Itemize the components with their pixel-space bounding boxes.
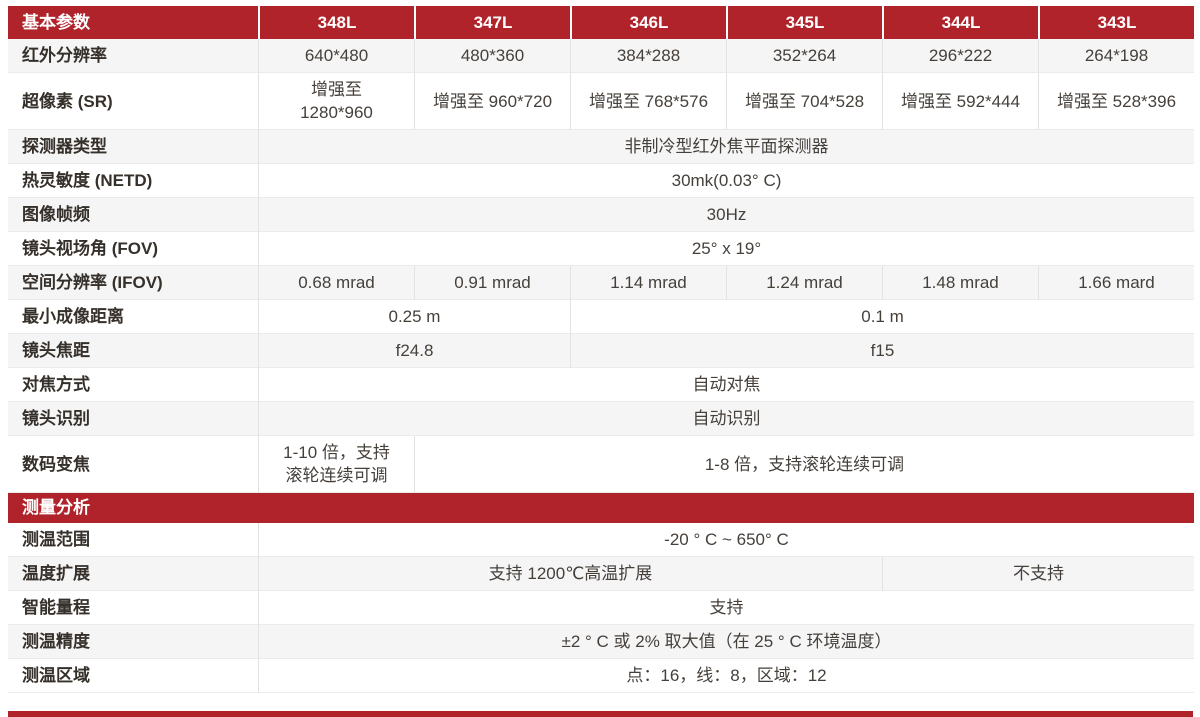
column-header-345l: 345L bbox=[726, 6, 882, 39]
column-header-346l: 346L bbox=[570, 6, 726, 39]
table-row: 数码变焦 1-10 倍，支持 滚轮连续可调 1-8 倍，支持滚轮连续可调 bbox=[8, 436, 1194, 493]
table-row: 空间分辨率 (IFOV) 0.68 mrad 0.91 mrad 1.14 mrad 1… bbox=[8, 266, 1194, 300]
value-cell: 增强至 960*720 bbox=[414, 73, 570, 130]
value-cell: ±2 ° C 或 2% 取大值（在 25 ° C 环境温度） bbox=[258, 625, 1194, 659]
value-cell: 352*264 bbox=[726, 39, 882, 73]
spec-table: 基本参数 348L 347L 346L 345L 344L 343L 红外分辨率 640*480… bbox=[8, 6, 1194, 693]
table-row: 热灵敏度 (NETD) 30mk(0.03° C) bbox=[8, 164, 1194, 198]
row-label: 对焦方式 bbox=[8, 368, 258, 402]
column-header-344l: 344L bbox=[882, 6, 1038, 39]
table-row: 探测器类型 非制冷型红外焦平面探测器 bbox=[8, 130, 1194, 164]
section-title-0: 基本参数 bbox=[8, 6, 258, 39]
spec-table-body: 基本参数 348L 347L 346L 345L 344L 343L 红外分辨率 640*480… bbox=[8, 6, 1194, 693]
row-label: 红外分辨率 bbox=[8, 39, 258, 73]
value-cell: 0.1 m bbox=[570, 300, 1194, 334]
section-title-1: 测量分析 bbox=[8, 493, 1194, 523]
spec-sheet: 基本参数 348L 347L 346L 345L 344L 343L 红外分辨率 640*480… bbox=[8, 6, 1194, 693]
value-cell: 1-8 倍，支持滚轮连续可调 bbox=[414, 436, 1194, 493]
row-label: 空间分辨率 (IFOV) bbox=[8, 266, 258, 300]
column-header-348l: 348L bbox=[258, 6, 414, 39]
value-cell: 1.48 mrad bbox=[882, 266, 1038, 300]
value-cell: f15 bbox=[570, 334, 1194, 368]
row-label: 温度扩展 bbox=[8, 557, 258, 591]
row-label: 镜头焦距 bbox=[8, 334, 258, 368]
row-label: 探测器类型 bbox=[8, 130, 258, 164]
value-cell: 增强至 528*396 bbox=[1038, 73, 1194, 130]
value-cell: 640*480 bbox=[258, 39, 414, 73]
table-row: 测温精度 ±2 ° C 或 2% 取大值（在 25 ° C 环境温度） bbox=[8, 625, 1194, 659]
value-cell: 30mk(0.03° C) bbox=[258, 164, 1194, 198]
row-label: 数码变焦 bbox=[8, 436, 258, 493]
value-cell: 支持 bbox=[258, 591, 1194, 625]
value-cell: 自动识别 bbox=[258, 402, 1194, 436]
table-row: 镜头识别 自动识别 bbox=[8, 402, 1194, 436]
column-header-347l: 347L bbox=[414, 6, 570, 39]
table-header-row: 基本参数 348L 347L 346L 345L 344L 343L bbox=[8, 6, 1194, 39]
row-label: 镜头视场角 (FOV) bbox=[8, 232, 258, 266]
value-cell: 30Hz bbox=[258, 198, 1194, 232]
value-cell: 自动对焦 bbox=[258, 368, 1194, 402]
value-cell: 1.24 mrad bbox=[726, 266, 882, 300]
table-row: 测温区域 点：16，线：8，区域：12 bbox=[8, 659, 1194, 693]
row-label: 最小成像距离 bbox=[8, 300, 258, 334]
row-label: 测温精度 bbox=[8, 625, 258, 659]
table-row: 温度扩展 支持 1200℃高温扩展 不支持 bbox=[8, 557, 1194, 591]
row-label: 测温区域 bbox=[8, 659, 258, 693]
value-cell: 点：16，线：8，区域：12 bbox=[258, 659, 1194, 693]
value-cell: 支持 1200℃高温扩展 bbox=[258, 557, 882, 591]
next-section-bar bbox=[8, 711, 1193, 717]
table-row: 红外分辨率 640*480 480*360 384*288 352*264 296*222… bbox=[8, 39, 1194, 73]
value-cell: 264*198 bbox=[1038, 39, 1194, 73]
table-row: 最小成像距离 0.25 m 0.1 m bbox=[8, 300, 1194, 334]
value-cell: 0.68 mrad bbox=[258, 266, 414, 300]
row-label: 图像帧频 bbox=[8, 198, 258, 232]
table-row: 图像帧频 30Hz bbox=[8, 198, 1194, 232]
table-row: 测温范围 -20 ° C ~ 650° C bbox=[8, 523, 1194, 557]
value-cell: 不支持 bbox=[882, 557, 1194, 591]
table-row: 智能量程 支持 bbox=[8, 591, 1194, 625]
value-cell: 1-10 倍，支持 滚轮连续可调 bbox=[258, 436, 414, 493]
value-cell: 1.66 mard bbox=[1038, 266, 1194, 300]
value-cell: 480*360 bbox=[414, 39, 570, 73]
value-cell: 非制冷型红外焦平面探测器 bbox=[258, 130, 1194, 164]
row-label: 热灵敏度 (NETD) bbox=[8, 164, 258, 198]
table-row: 镜头视场角 (FOV) 25° x 19° bbox=[8, 232, 1194, 266]
value-cell: 384*288 bbox=[570, 39, 726, 73]
value-cell: 0.25 m bbox=[258, 300, 570, 334]
value-cell: f24.8 bbox=[258, 334, 570, 368]
table-row: 镜头焦距 f24.8 f15 bbox=[8, 334, 1194, 368]
row-label: 测温范围 bbox=[8, 523, 258, 557]
value-cell: 增强至 592*444 bbox=[882, 73, 1038, 130]
row-label: 智能量程 bbox=[8, 591, 258, 625]
value-cell: 1.14 mrad bbox=[570, 266, 726, 300]
value-cell: 25° x 19° bbox=[258, 232, 1194, 266]
row-label: 镜头识别 bbox=[8, 402, 258, 436]
value-cell: 0.91 mrad bbox=[414, 266, 570, 300]
value-cell: 296*222 bbox=[882, 39, 1038, 73]
table-row: 超像素 (SR) 增强至 1280*960 增强至 960*720 增强至 768*5… bbox=[8, 73, 1194, 130]
section-bar-row: 测量分析 bbox=[8, 493, 1194, 523]
column-header-343l: 343L bbox=[1038, 6, 1194, 39]
row-label: 超像素 (SR) bbox=[8, 73, 258, 130]
value-cell: 增强至 704*528 bbox=[726, 73, 882, 130]
value-cell: -20 ° C ~ 650° C bbox=[258, 523, 1194, 557]
table-row: 对焦方式 自动对焦 bbox=[8, 368, 1194, 402]
value-cell: 增强至 768*576 bbox=[570, 73, 726, 130]
value-cell: 增强至 1280*960 bbox=[258, 73, 414, 130]
